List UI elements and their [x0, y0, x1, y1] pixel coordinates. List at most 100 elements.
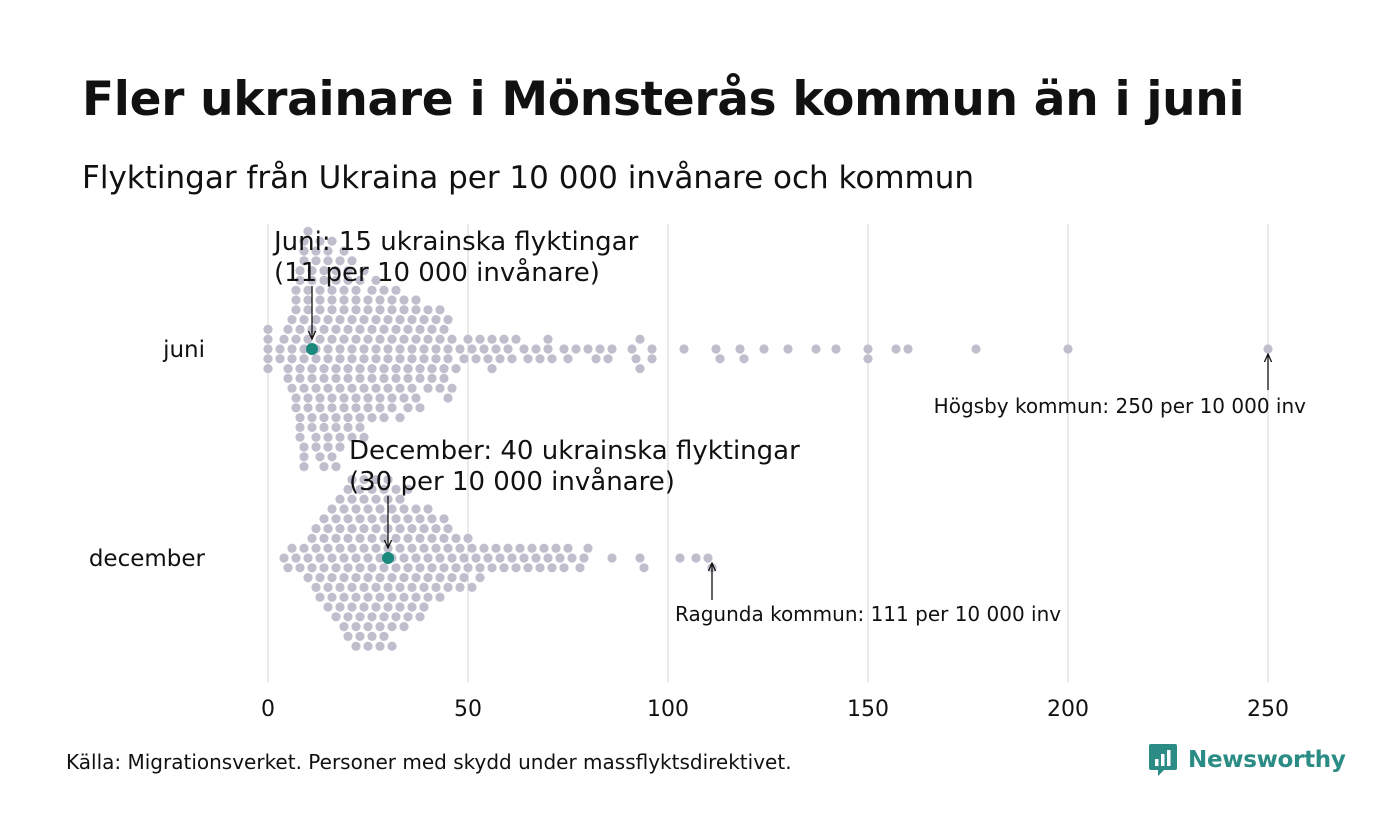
- data-point: [323, 582, 333, 593]
- data-point: [311, 524, 321, 534]
- data-point: [595, 344, 605, 354]
- data-point: [499, 563, 509, 573]
- data-point: [351, 393, 361, 403]
- data-point: [435, 334, 445, 344]
- data-point: [511, 334, 521, 344]
- data-point: [335, 543, 345, 553]
- data-point: [435, 305, 445, 315]
- data-point: [407, 602, 417, 612]
- data-point: [475, 573, 485, 583]
- data-point: [291, 305, 301, 315]
- data-point: [355, 631, 365, 642]
- annotation-text: December: 40 ukrainska flyktingar: [349, 436, 800, 466]
- data-point: [351, 305, 361, 315]
- data-point: [263, 364, 273, 374]
- data-point: [323, 354, 333, 364]
- data-point: [363, 553, 373, 563]
- data-point: [507, 553, 517, 563]
- data-point: [351, 573, 361, 583]
- data-point: [411, 334, 421, 344]
- data-point: [443, 354, 453, 364]
- data-point: [443, 315, 453, 325]
- data-point: [467, 543, 477, 553]
- data-point: [551, 543, 561, 553]
- data-point: [471, 354, 481, 364]
- annotation-text: Juni: 15 ukrainska flyktingar: [272, 227, 639, 257]
- data-point: [355, 612, 365, 622]
- data-point: [375, 622, 385, 632]
- data-point: [423, 592, 433, 602]
- data-point: [387, 641, 397, 651]
- data-point: [299, 462, 309, 472]
- data-point: [571, 344, 581, 354]
- data-point: [291, 295, 301, 305]
- data-point: [579, 553, 589, 563]
- data-point: [355, 364, 365, 374]
- data-point: [399, 573, 409, 583]
- x-tick-label: 100: [647, 697, 689, 722]
- data-point: [275, 344, 285, 354]
- data-point: [383, 602, 393, 612]
- data-point: [331, 422, 341, 432]
- data-point: [307, 364, 317, 374]
- data-point: [319, 324, 329, 334]
- data-point: [351, 334, 361, 344]
- data-point: [583, 543, 593, 553]
- data-point: [403, 324, 413, 334]
- data-point: [323, 315, 333, 325]
- data-point: [575, 563, 585, 573]
- data-point: [363, 403, 373, 413]
- data-point: [299, 236, 309, 246]
- data-point: [331, 413, 341, 423]
- data-point: [295, 373, 305, 383]
- data-point: [419, 582, 429, 593]
- annotation-text: (11 per 10 000 invånare): [274, 257, 600, 288]
- data-point: [295, 432, 305, 442]
- data-point: [527, 543, 537, 553]
- data-point: [411, 592, 421, 602]
- annotation-text: Högsby kommun: 250 per 10 000 inv: [934, 394, 1306, 418]
- data-point: [331, 563, 341, 573]
- x-tick-label: 200: [1047, 697, 1089, 722]
- data-point: [339, 622, 349, 632]
- data-point: [411, 573, 421, 583]
- data-point: [331, 324, 341, 334]
- data-point: [379, 413, 389, 423]
- data-point: [391, 324, 401, 334]
- data-point: [431, 344, 441, 354]
- data-point: [303, 334, 313, 344]
- data-point: [547, 563, 557, 573]
- data-point: [407, 344, 417, 354]
- data-point: [295, 364, 305, 374]
- data-point: [351, 285, 361, 295]
- series-december: [279, 475, 717, 651]
- data-point: [311, 383, 321, 393]
- data-point: [399, 553, 409, 563]
- data-point: [403, 373, 413, 383]
- data-point: [307, 413, 317, 423]
- data-point: [483, 354, 493, 364]
- data-point: [463, 563, 473, 573]
- data-point: [387, 403, 397, 413]
- data-point: [339, 285, 349, 295]
- data-point: [363, 573, 373, 583]
- data-point: [295, 422, 305, 432]
- data-point: [647, 344, 657, 354]
- data-point: [367, 631, 377, 642]
- data-point: [307, 275, 317, 285]
- data-point: [391, 364, 401, 374]
- data-point: [475, 563, 485, 573]
- data-point: [347, 543, 357, 553]
- data-point: [403, 612, 413, 622]
- data-point: [375, 295, 385, 305]
- data-point: [311, 315, 321, 325]
- data-point: [327, 295, 337, 305]
- data-point: [343, 563, 353, 573]
- data-point: [351, 641, 361, 651]
- data-point: [355, 533, 365, 544]
- bar-chart-icon: [1149, 744, 1177, 776]
- data-point: [535, 563, 545, 573]
- data-point: [387, 393, 397, 403]
- data-point: [283, 563, 293, 573]
- data-point: [299, 246, 309, 256]
